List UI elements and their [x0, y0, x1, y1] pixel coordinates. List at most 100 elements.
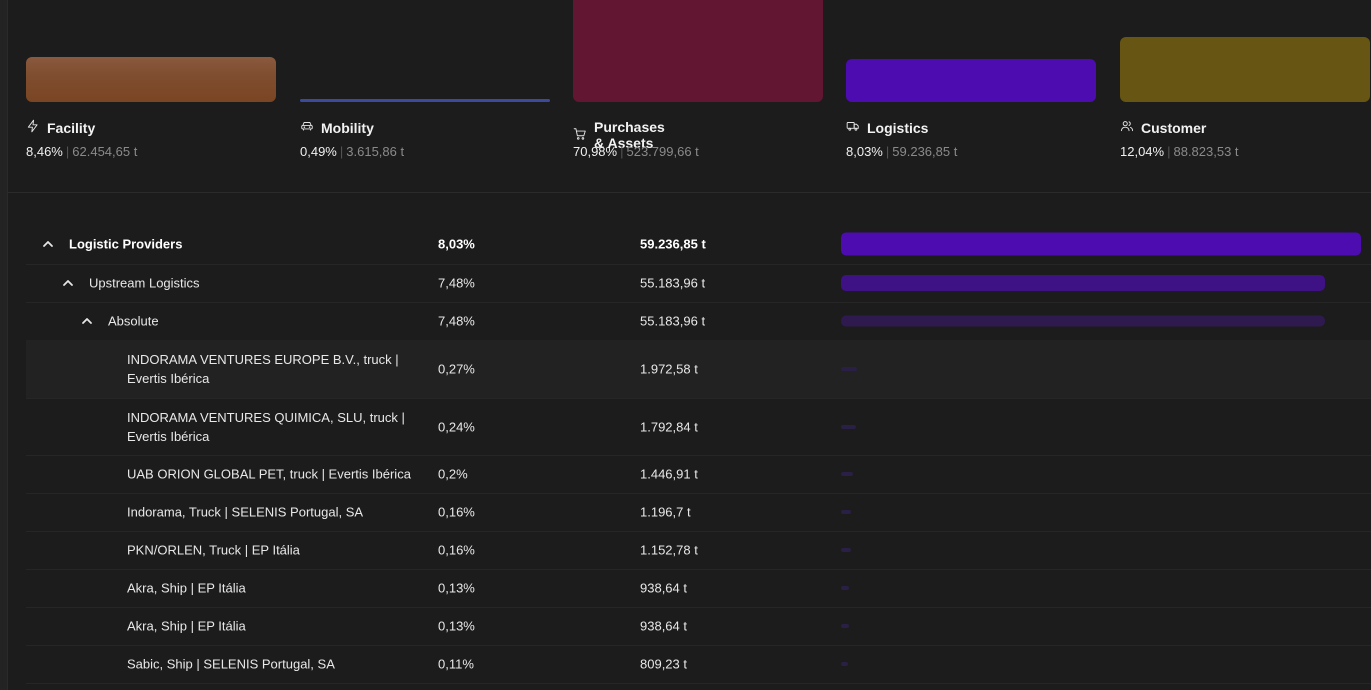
table-row[interactable]: Akra, Ship | EP Itália 0,13% 938,64 t: [26, 607, 1371, 646]
category-label: Customer: [1120, 119, 1206, 136]
category-overview: Facility 8,46% | 62.454,65 t Mobility 0,49…: [8, 0, 1371, 193]
row-name: Sabic, Ship | SELENIS Portugal, SA: [127, 656, 335, 672]
row-tons: 1.792,84 t: [640, 419, 698, 434]
stat-separator: |: [339, 144, 344, 159]
row-pct: 0,13%: [438, 618, 475, 634]
category-tons: 62.454,65 t: [72, 144, 138, 159]
cart-icon: [573, 127, 587, 144]
category-pct: 8,03%: [846, 144, 883, 159]
table-row[interactable]: Sabic, Ship | SELENIS Portugal, SA 0,11%…: [26, 645, 1371, 684]
row-tons: 809,23 t: [640, 656, 687, 672]
table-row[interactable]: PKN/ORLEN, Truck | EP Itália 0,16% 1.152…: [26, 531, 1371, 570]
row-pct: 8,03%: [438, 236, 475, 252]
table-row[interactable]: INDORAMA VENTURES QUIMICA, SLU, truck | …: [26, 398, 1371, 456]
row-bar: [841, 275, 1325, 291]
category-title: Facility: [47, 119, 96, 136]
row-bar: [841, 424, 856, 429]
category-pct: 70,98%: [573, 144, 618, 159]
table-row[interactable]: Akra, Ship | EP Itália 0,13% 938,64 t: [26, 569, 1371, 608]
category-title: Purchases & Assets: [594, 119, 665, 151]
customer-bar[interactable]: [1120, 37, 1370, 102]
category-tons: 59.236,85 t: [892, 144, 958, 159]
row-tons: 1.196,7 t: [640, 504, 691, 520]
row-name: Indorama, Truck | SELENIS Portugal, SA: [127, 504, 364, 520]
purchases-bar[interactable]: [573, 0, 823, 102]
row-pct: 7,48%: [438, 313, 475, 329]
row-tons: 1.972,58 t: [640, 361, 698, 377]
row-name: Akra, Ship | EP Itália: [127, 618, 246, 634]
row-pct: 0,27%: [438, 361, 475, 377]
row-name: Logistic Providers: [69, 236, 183, 252]
facility-bar[interactable]: [26, 57, 276, 102]
category-pct: 12,04%: [1120, 144, 1165, 159]
row-bar: [841, 367, 857, 371]
row-pct: 0,2%: [438, 466, 468, 482]
chevron-up-icon[interactable]: [81, 315, 93, 327]
category-title: Logistics: [867, 119, 929, 136]
category-pct: 8,46%: [26, 144, 63, 159]
row-pct: 0,11%: [438, 656, 474, 672]
row-bar: [841, 624, 849, 628]
row-name: PKN/ORLEN, Truck | EP Itália: [127, 542, 300, 558]
category-pct: 0,49%: [300, 144, 337, 159]
row-tons: 55.183,96 t: [640, 275, 706, 291]
category-stat: 12,04% | 88.823,53 t: [1120, 144, 1239, 159]
row-bar: [841, 586, 849, 590]
car-icon: [300, 119, 314, 136]
row-name: INDORAMA VENTURES EUROPE B.V., truck | E…: [127, 350, 399, 388]
row-name: Absolute: [108, 313, 159, 329]
category-title: Mobility: [321, 119, 374, 136]
category-stat: 70,98% | 523.799,66 t: [573, 144, 699, 159]
row-name-line2: Evertis Ibérica: [127, 371, 210, 386]
truck-icon: [846, 119, 860, 136]
category-tons: 523.799,66 t: [626, 144, 699, 159]
row-bar: [841, 232, 1361, 256]
row-name: UAB ORION GLOBAL PET, truck | Evertis Ib…: [127, 466, 411, 482]
category-stat: 8,46% | 62.454,65 t: [26, 144, 137, 159]
table-row-upstream-logistics[interactable]: Upstream Logistics 7,48% 55.183,96 t: [26, 264, 1371, 303]
left-edge-strip: [0, 0, 8, 690]
table-row[interactable]: INDORAMA VENTURES EUROPE B.V., truck | E…: [26, 340, 1371, 399]
users-icon: [1120, 119, 1134, 136]
chevron-up-icon[interactable]: [62, 277, 74, 289]
row-name: Akra, Ship | EP Itália: [127, 580, 246, 596]
category-tons: 3.615,86 t: [346, 144, 405, 159]
row-name-line2: Evertis Ibérica: [127, 428, 210, 444]
lightning-icon: [26, 119, 40, 136]
row-name-line1: INDORAMA VENTURES EUROPE B.V., truck |: [127, 352, 399, 367]
row-bar: [841, 315, 1325, 327]
category-title: Customer: [1141, 119, 1207, 136]
row-pct: 7,48%: [438, 275, 475, 291]
category-label: Logistics: [846, 119, 928, 136]
table-row[interactable]: Indorama, Truck | SELENIS Portugal, SA 0…: [26, 493, 1371, 532]
row-tons: 938,64 t: [640, 580, 687, 596]
stat-separator: |: [620, 144, 624, 159]
row-tons: 1.152,78 t: [640, 542, 698, 558]
row-name: Upstream Logistics: [89, 275, 200, 291]
category-tons: 88.823,53 t: [1173, 144, 1239, 159]
row-pct: 0,16%: [438, 542, 475, 558]
table-row[interactable]: UAB ORION GLOBAL PET, truck | Evertis Ib…: [26, 455, 1371, 494]
category-stat: 8,03% | 59.236,85 t: [846, 144, 957, 159]
mobility-bar[interactable]: [300, 99, 550, 102]
logistics-bar[interactable]: [846, 59, 1096, 102]
row-bar: [841, 510, 851, 514]
row-tons: 55.183,96 t: [640, 313, 706, 329]
row-tons: 938,64 t: [640, 618, 687, 634]
category-label: Purchases & Assets: [573, 119, 665, 151]
row-bar: [841, 472, 853, 476]
category-label: Facility: [26, 119, 95, 136]
stat-separator: |: [885, 144, 890, 159]
category-label: Mobility: [300, 119, 374, 136]
row-bar: [841, 548, 851, 552]
chevron-up-icon[interactable]: [42, 238, 54, 250]
row-pct: 0,13%: [438, 580, 475, 596]
row-name: INDORAMA VENTURES QUIMICA, SLU, truck | …: [127, 408, 405, 446]
row-name-line1: INDORAMA VENTURES QUIMICA, SLU, truck |: [127, 409, 405, 425]
row-pct: 0,24%: [438, 419, 475, 434]
table-row-logistic-providers[interactable]: Logistic Providers 8,03% 59.236,85 t: [26, 224, 1371, 265]
table-row-absolute[interactable]: Absolute 7,48% 55.183,96 t: [26, 302, 1371, 341]
category-stat: 0,49% | 3.615,86 t: [300, 144, 404, 159]
stat-separator: |: [65, 144, 70, 159]
row-tons: 1.446,91 t: [640, 466, 698, 482]
